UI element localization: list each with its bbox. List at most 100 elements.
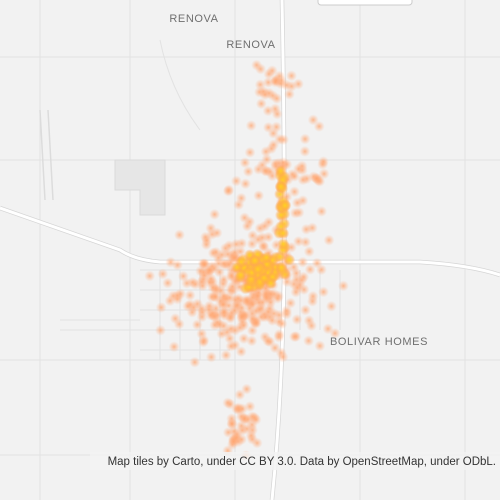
dense-dot	[277, 237, 290, 250]
dot	[173, 318, 185, 330]
dot	[291, 314, 303, 325]
dot	[289, 186, 300, 198]
dot	[306, 320, 317, 332]
dot	[262, 121, 274, 133]
dot	[257, 240, 269, 251]
dot	[290, 331, 302, 342]
dot	[203, 265, 215, 276]
dot	[260, 291, 272, 303]
dot	[297, 256, 309, 268]
attribution: Map tiles by Carto, under CC BY 3.0. Dat…	[108, 456, 496, 468]
dot	[214, 295, 226, 307]
dot	[182, 300, 194, 312]
dot	[155, 324, 166, 336]
dot	[234, 389, 246, 401]
dot	[231, 299, 243, 311]
dot	[189, 356, 201, 368]
dot	[245, 120, 257, 132]
dot	[263, 68, 275, 80]
dense-dot	[275, 261, 288, 274]
dot	[224, 398, 236, 410]
dot	[304, 263, 316, 275]
dot	[220, 349, 232, 361]
dense-dot	[274, 180, 287, 193]
dot	[307, 114, 319, 126]
dot	[238, 412, 250, 424]
dot	[222, 185, 234, 197]
dot	[225, 323, 237, 335]
place-label: BOLIVAR HOMES	[330, 336, 428, 348]
dot	[325, 300, 337, 312]
dot	[162, 277, 174, 289]
dot	[244, 216, 256, 228]
dot	[155, 302, 167, 313]
dot	[236, 425, 248, 436]
dot	[236, 403, 248, 415]
dot	[174, 229, 185, 241]
dot	[269, 342, 281, 354]
dot	[288, 170, 300, 182]
dot	[226, 418, 238, 430]
dot	[228, 436, 239, 448]
dot	[259, 311, 271, 323]
dense-dot	[283, 253, 296, 266]
dot	[307, 295, 318, 307]
dot	[236, 310, 248, 322]
dot	[144, 270, 156, 282]
dot	[216, 249, 228, 261]
dot	[275, 78, 287, 90]
dot	[224, 333, 236, 344]
dot	[172, 293, 183, 305]
dot	[277, 351, 289, 363]
dot	[157, 268, 169, 280]
dot	[292, 78, 304, 90]
dot	[238, 319, 250, 331]
dot	[240, 178, 251, 190]
dot	[246, 238, 258, 250]
dot	[197, 336, 209, 348]
dot	[259, 220, 271, 232]
dot	[184, 289, 196, 301]
dot	[238, 333, 250, 345]
dot	[300, 223, 312, 235]
dot	[255, 63, 267, 75]
dot	[281, 305, 293, 317]
dot	[196, 328, 208, 340]
dot	[255, 98, 267, 110]
dot	[253, 190, 265, 202]
dot	[314, 340, 326, 352]
place-label: RENOVA	[226, 39, 275, 51]
dot	[297, 174, 309, 186]
place-label: RENOVA	[169, 13, 218, 25]
dot	[291, 274, 302, 285]
dense-dot	[260, 251, 273, 264]
dot	[316, 205, 328, 217]
dot	[297, 195, 309, 207]
dot	[235, 192, 247, 204]
dot	[192, 298, 203, 310]
dot	[235, 346, 247, 358]
dot	[318, 168, 330, 180]
dot	[244, 146, 256, 158]
dot	[300, 304, 311, 316]
attribution-background	[90, 452, 500, 470]
dot	[262, 335, 274, 347]
dense-dot	[249, 254, 261, 267]
dot	[246, 313, 258, 325]
dot	[286, 70, 297, 82]
dot	[329, 327, 341, 339]
dot	[209, 208, 221, 220]
dot	[259, 165, 271, 177]
dot	[299, 145, 311, 157]
dot	[214, 318, 226, 330]
heat-dots	[144, 59, 349, 462]
dot	[245, 430, 257, 442]
dot	[323, 234, 335, 246]
dot	[270, 121, 282, 133]
dot	[315, 264, 327, 276]
dot	[227, 280, 239, 292]
dot	[187, 276, 199, 288]
map-control[interactable]	[317, 0, 413, 6]
dot	[218, 307, 230, 319]
